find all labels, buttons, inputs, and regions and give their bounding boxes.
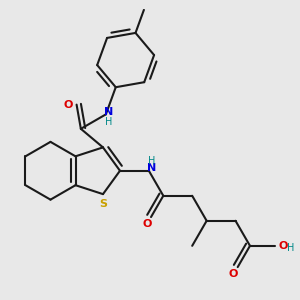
Text: H: H — [286, 243, 294, 253]
Text: O: O — [278, 241, 288, 251]
Text: S: S — [99, 199, 107, 209]
Text: H: H — [105, 117, 112, 127]
Text: O: O — [64, 100, 73, 110]
Text: H: H — [148, 156, 155, 166]
Text: O: O — [142, 219, 152, 229]
Text: O: O — [229, 269, 238, 279]
Text: N: N — [147, 163, 156, 173]
Text: N: N — [104, 107, 113, 117]
